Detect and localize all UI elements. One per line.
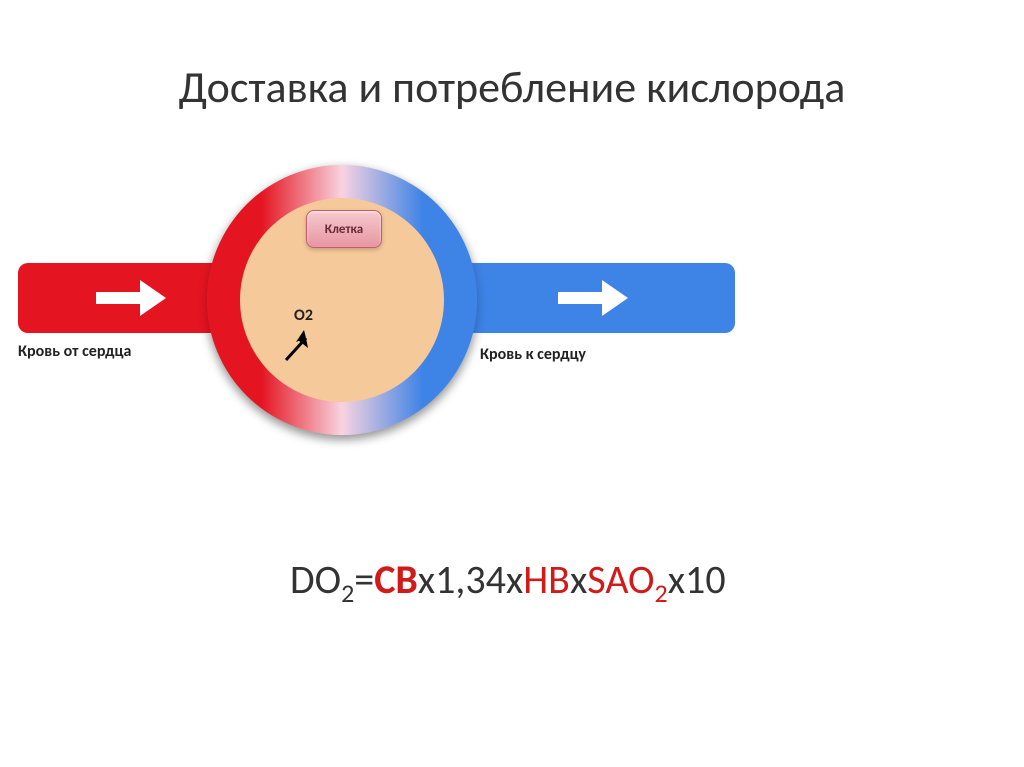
page-title: Доставка и потребление кислорода <box>0 60 1024 114</box>
formula-cb: СВ <box>374 555 418 604</box>
blood-from-heart-label: Кровь от сердца <box>18 342 198 361</box>
formula-x2: х <box>570 555 587 604</box>
blood-to-heart-label: Кровь к сердцу <box>480 345 660 364</box>
formula-do: DO <box>290 555 341 604</box>
formula-sao-sub: 2 <box>655 577 668 609</box>
formula-x10: х10 <box>668 555 726 604</box>
formula-hb: HB <box>523 555 570 604</box>
formula-x1: х1,34х <box>418 555 523 604</box>
o2-label: О2 <box>294 306 313 325</box>
cell-button: Клетка <box>306 210 382 248</box>
formula-eq: = <box>354 555 374 604</box>
do2-formula: DO2=СВх1,34хHBхSAO2х10 <box>290 555 726 609</box>
arrow-right-icon <box>96 283 166 313</box>
arrow-right-icon <box>558 283 628 313</box>
small-arrow-icon <box>280 326 320 366</box>
blood-to-heart-bar <box>450 263 735 333</box>
formula-sao: SAO <box>587 555 654 604</box>
formula-do-sub: 2 <box>341 577 354 609</box>
